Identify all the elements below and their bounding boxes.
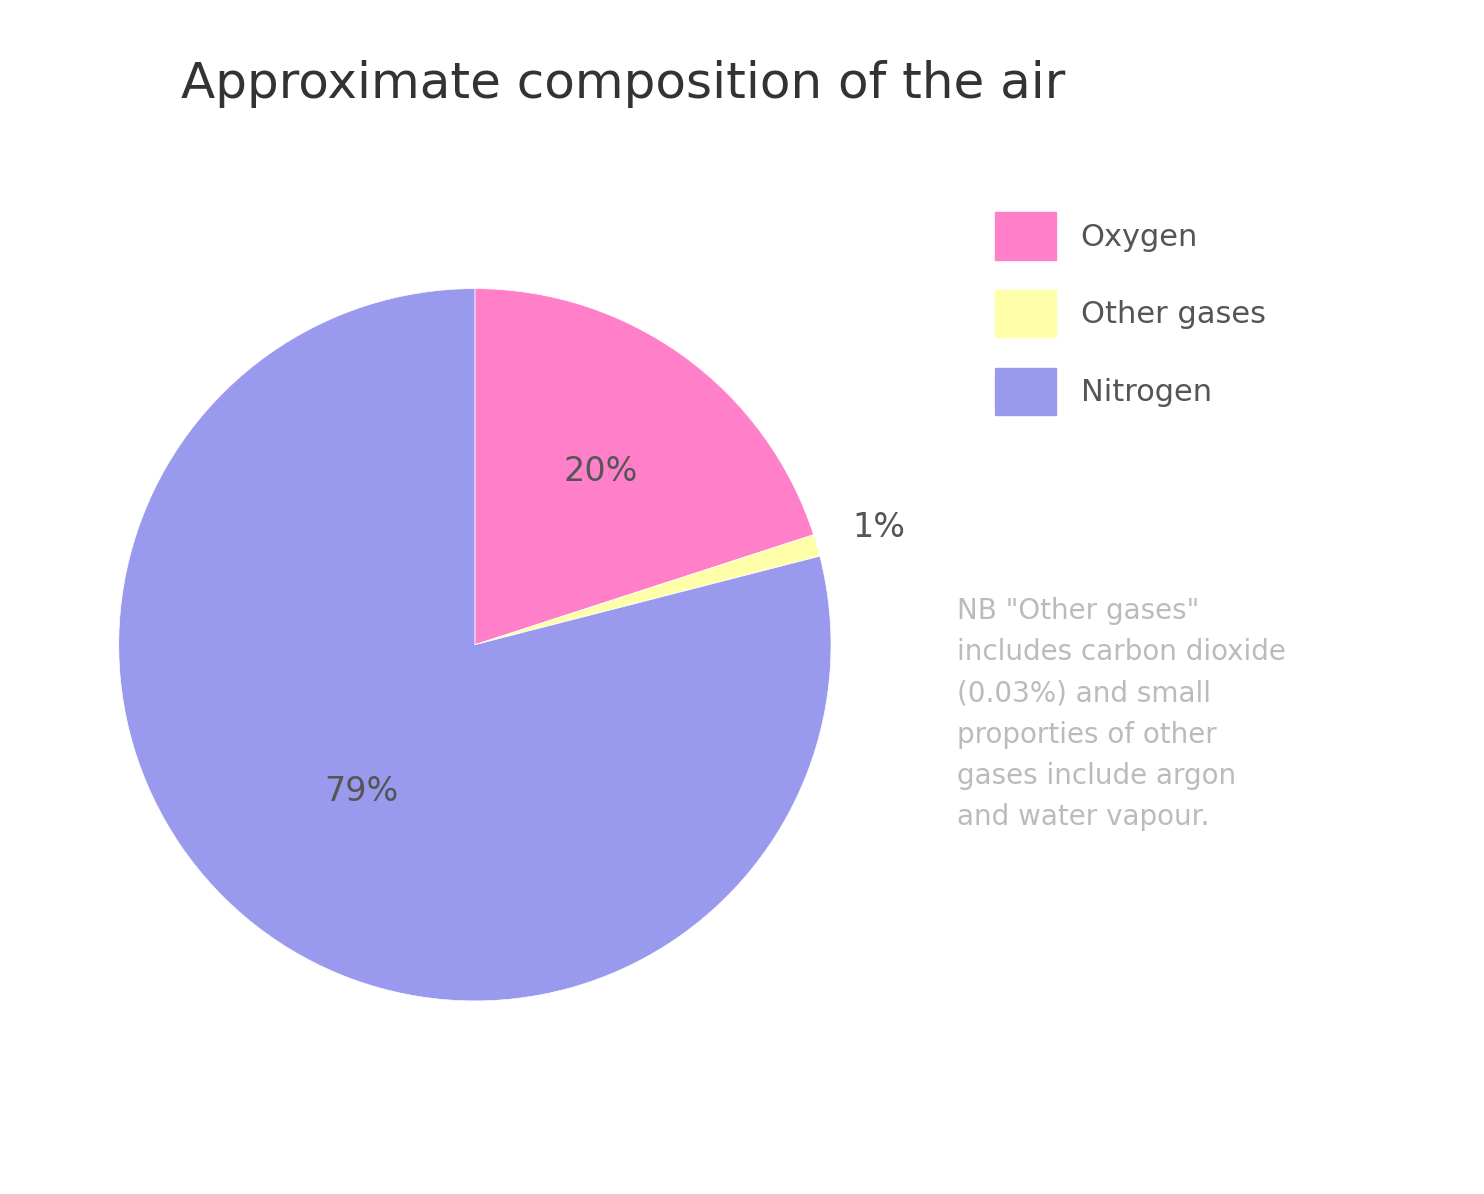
Text: Approximate composition of the air: Approximate composition of the air: [181, 60, 1066, 107]
Text: 1%: 1%: [852, 511, 905, 544]
Wedge shape: [475, 289, 813, 645]
Text: 79%: 79%: [324, 775, 399, 807]
Text: 20%: 20%: [564, 455, 638, 488]
Wedge shape: [119, 289, 831, 1001]
Wedge shape: [475, 535, 819, 645]
Text: NB "Other gases"
includes carbon dioxide
(0.03%) and small
proporties of other
g: NB "Other gases" includes carbon dioxide…: [957, 597, 1287, 831]
Legend: Oxygen, Other gases, Nitrogen: Oxygen, Other gases, Nitrogen: [979, 197, 1281, 430]
